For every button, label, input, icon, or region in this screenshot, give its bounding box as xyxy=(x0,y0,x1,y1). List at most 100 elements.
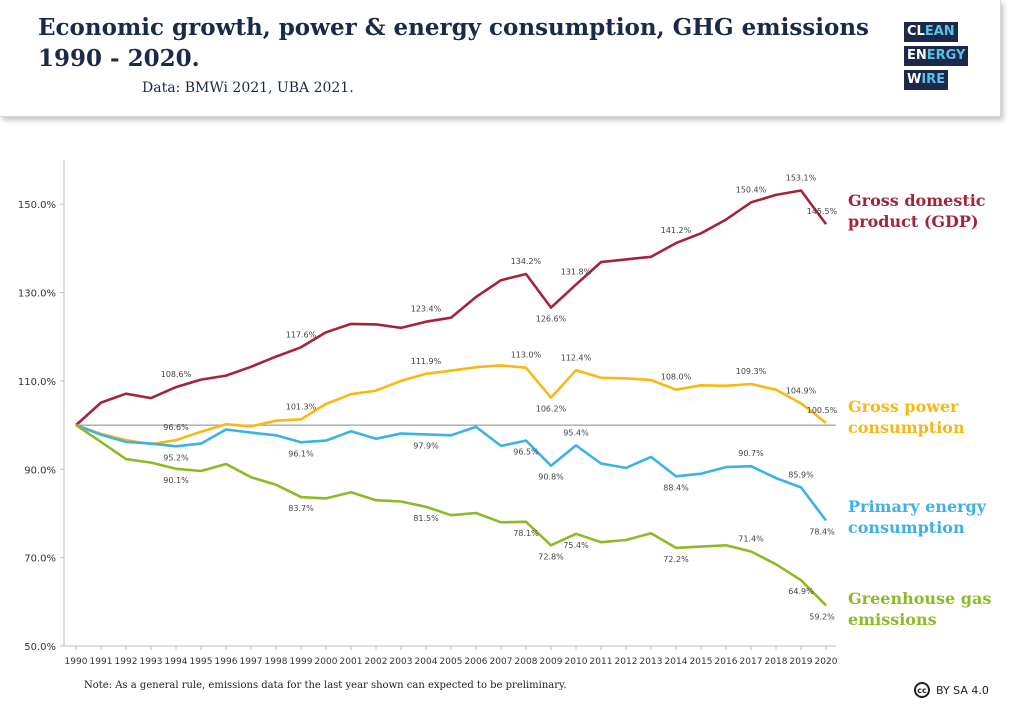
data-label: 150.4% xyxy=(736,185,767,194)
legend-label-3: Primary energy consumption xyxy=(848,497,987,537)
license[interactable]: cc BY SA 4.0 xyxy=(914,682,989,698)
data-label: 64.9% xyxy=(788,587,814,596)
series-line-4 xyxy=(75,424,827,607)
y-tick-label: 150.0% xyxy=(18,200,56,211)
legend-label-line: product (GDP) xyxy=(848,212,979,231)
legend-label-line: Gross domestic xyxy=(848,191,986,210)
y-tick-label: 130.0% xyxy=(18,289,56,300)
x-tick-label: 2010 xyxy=(565,657,588,667)
y-tick-label: 110.0% xyxy=(18,377,56,388)
data-label: 96.5% xyxy=(513,448,539,457)
x-tick-label: 2005 xyxy=(440,657,463,667)
series-line-1 xyxy=(75,189,828,427)
footnote: Note: As a general rule, emissions data … xyxy=(84,680,567,691)
data-label: 141.2% xyxy=(661,226,692,235)
legend-label-4: Greenhouse gas emissions xyxy=(848,589,991,629)
x-tick-label: 2011 xyxy=(590,657,613,667)
data-label: 90.1% xyxy=(163,476,189,485)
legend-label-1: Gross domestic product (GDP) xyxy=(848,191,986,231)
x-tick-label: 2002 xyxy=(365,657,388,667)
data-label: 90.8% xyxy=(538,473,564,482)
x-tick-label: 2001 xyxy=(340,657,363,667)
x-tick-label: 2012 xyxy=(615,657,638,667)
x-tick-label: 1995 xyxy=(190,657,213,667)
data-label: 72.2% xyxy=(663,555,689,564)
data-label: 100.5% xyxy=(807,406,838,415)
x-tick-label: 2019 xyxy=(790,657,813,667)
y-tick-label: 70.0% xyxy=(24,554,56,565)
x-tick-label: 2020 xyxy=(815,657,838,667)
data-label: 134.2% xyxy=(511,257,542,266)
x-tick-label: 1990 xyxy=(65,657,88,667)
chart-title: Economic growth, power & energy consumpt… xyxy=(38,14,870,72)
logo-line-3: WIRE xyxy=(904,70,949,90)
x-tick-label: 2013 xyxy=(640,657,663,667)
legend-label-line: emissions xyxy=(848,610,937,629)
data-label: 111.9% xyxy=(411,357,442,366)
series-line-2 xyxy=(75,364,827,446)
legend-label-line: Primary energy xyxy=(848,497,987,516)
logo-line-1: CLEAN xyxy=(904,22,958,42)
y-tick-label: 50.0% xyxy=(24,642,56,653)
data-source: Data: BMWi 2021, UBA 2021. xyxy=(142,80,354,96)
data-label: 72.8% xyxy=(538,552,564,561)
data-label: 78.1% xyxy=(513,529,539,538)
x-tick-label: 2017 xyxy=(740,657,763,667)
x-tick-label: 1999 xyxy=(290,657,313,667)
data-label: 71.4% xyxy=(738,534,764,543)
data-label: 126.6% xyxy=(536,315,567,324)
x-tick-label: 1992 xyxy=(115,657,138,667)
x-tick-label: 2006 xyxy=(465,657,488,667)
x-tick-label: 2015 xyxy=(690,657,713,667)
x-tick-label: 1994 xyxy=(165,657,188,667)
data-label: 112.4% xyxy=(561,353,592,362)
x-tick-label: 2018 xyxy=(765,657,788,667)
line-chart: 50.0%70.0%90.0%110.0%130.0%150.0%1990 199… xyxy=(18,160,991,667)
license-text: BY SA 4.0 xyxy=(936,683,989,697)
header-panel: Economic growth, power & energy consumpt… xyxy=(0,0,1001,117)
legend-label-line: Gross power xyxy=(848,397,959,416)
x-tick-label: 2004 xyxy=(415,657,438,667)
data-label: 85.9% xyxy=(788,470,814,479)
data-label: 81.5% xyxy=(413,514,439,523)
data-label: 96.6% xyxy=(163,423,189,432)
x-tick-label: 2008 xyxy=(515,657,538,667)
x-tick-label: 2000 xyxy=(315,657,338,667)
x-tick-label: 1993 xyxy=(140,657,163,667)
cc-icon: cc xyxy=(914,682,930,698)
x-tick-label: 2016 xyxy=(715,657,738,667)
y-tick-label: 90.0% xyxy=(24,465,56,476)
data-label: 123.4% xyxy=(411,305,442,314)
data-label: 78.4% xyxy=(809,528,835,537)
clean-energy-wire-logo[interactable]: CLEAN ENERGY WIRE xyxy=(904,22,976,94)
data-label: 97.9% xyxy=(413,441,439,450)
x-tick-label: 1991 xyxy=(90,657,113,667)
data-label: 109.3% xyxy=(736,367,767,376)
data-label: 108.0% xyxy=(661,373,692,382)
x-tick-label: 2009 xyxy=(540,657,563,667)
x-tick-label: 1996 xyxy=(215,657,238,667)
data-label: 95.2% xyxy=(163,453,189,462)
legend-label-line: Greenhouse gas xyxy=(848,589,991,608)
data-label: 90.7% xyxy=(738,449,764,458)
x-tick-label: 1997 xyxy=(240,657,263,667)
data-label: 88.4% xyxy=(663,483,689,492)
data-label: 75.4% xyxy=(563,541,589,550)
logo-line-2: ENERGY xyxy=(904,46,969,66)
data-label: 117.6% xyxy=(286,330,317,339)
data-label: 145.5% xyxy=(807,207,838,216)
series-line-3 xyxy=(75,423,828,522)
data-label: 101.3% xyxy=(286,402,317,411)
data-label: 59.2% xyxy=(809,612,835,621)
legend-label-2: Gross power consumption xyxy=(848,397,965,437)
x-tick-label: 1998 xyxy=(265,657,288,667)
legend-label-line: consumption xyxy=(848,518,965,537)
x-tick-label: 2007 xyxy=(490,657,513,667)
x-tick-label: 2003 xyxy=(390,657,413,667)
data-label: 106.2% xyxy=(536,405,567,414)
data-label: 153.1% xyxy=(786,173,817,182)
data-label: 131.8% xyxy=(561,268,592,277)
data-label: 113.0% xyxy=(511,351,542,360)
data-label: 96.1% xyxy=(288,449,314,458)
data-label: 83.7% xyxy=(288,504,314,513)
